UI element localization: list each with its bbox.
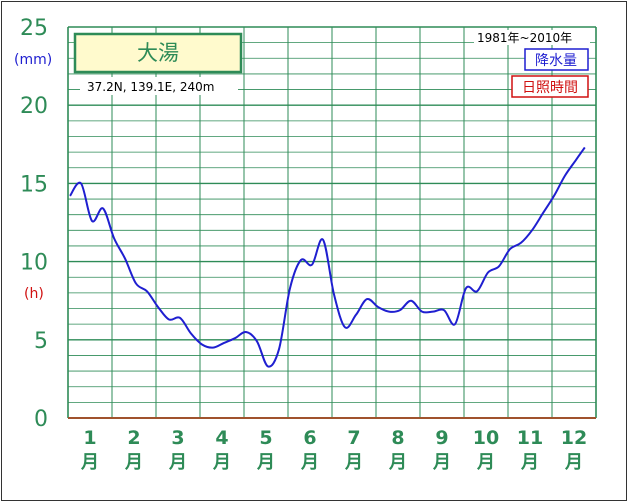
month-number-label: 3 bbox=[171, 427, 184, 449]
month-number-label: 8 bbox=[391, 427, 404, 449]
month-unit-label: 月 bbox=[344, 452, 363, 473]
precip-unit-label: (mm) bbox=[14, 52, 52, 68]
month-unit-label: 月 bbox=[432, 452, 451, 473]
month-number-label: 11 bbox=[517, 427, 543, 449]
month-number-label: 12 bbox=[561, 427, 587, 449]
month-number-label: 7 bbox=[347, 427, 360, 449]
month-unit-label: 月 bbox=[212, 452, 231, 473]
y-tick-label: 5 bbox=[34, 329, 48, 354]
y-tick-label: 20 bbox=[20, 94, 48, 119]
y-tick-label: 15 bbox=[20, 172, 48, 197]
location-label: 37.2N, 139.1E, 240m bbox=[87, 80, 214, 94]
month-unit-label: 月 bbox=[476, 452, 495, 473]
month-unit-label: 月 bbox=[300, 452, 319, 473]
location-box bbox=[80, 77, 238, 95]
y-tick-label: 0 bbox=[34, 407, 48, 432]
month-unit-label: 月 bbox=[256, 452, 275, 473]
period-box bbox=[474, 30, 590, 45]
legend-precip: 降水量 bbox=[535, 53, 577, 69]
x-tick-labels: 1 月 2 月 3 月 4 月 5 月 6 月 7 月 8 月 9 月 10 月 11 月 12 月 bbox=[80, 427, 587, 473]
month-unit-label: 月 bbox=[520, 452, 539, 473]
month-number-label: 4 bbox=[215, 427, 228, 449]
period-label: 1981年~2010年 bbox=[477, 31, 572, 45]
month-unit-label: 月 bbox=[80, 452, 99, 473]
month-unit-label: 月 bbox=[168, 452, 187, 473]
title-box bbox=[73, 32, 243, 74]
legend-precip-box bbox=[524, 48, 589, 71]
month-unit-label: 月 bbox=[124, 452, 143, 473]
month-number-label: 2 bbox=[127, 427, 140, 449]
month-number-label: 10 bbox=[473, 427, 499, 449]
station-name: 大湯 bbox=[137, 41, 179, 65]
series bbox=[69, 146, 586, 368]
month-number-label: 6 bbox=[303, 427, 316, 449]
y-tick-label: 10 bbox=[20, 251, 48, 276]
y-tick-label: 25 bbox=[20, 16, 48, 41]
legend-sunshine: 日照時間 bbox=[522, 80, 578, 96]
month-unit-label: 月 bbox=[388, 452, 407, 473]
sunshine-unit-label: (h) bbox=[24, 286, 44, 302]
month-number-label: 1 bbox=[83, 427, 96, 449]
month-number-label: 5 bbox=[259, 427, 272, 449]
series-line-precipitation bbox=[69, 146, 586, 368]
month-unit-label: 月 bbox=[564, 452, 583, 473]
legend-sunshine-box bbox=[511, 75, 589, 98]
y-tick-labels: 0 5 10 15 20 25 bbox=[20, 16, 48, 432]
month-number-label: 9 bbox=[435, 427, 448, 449]
